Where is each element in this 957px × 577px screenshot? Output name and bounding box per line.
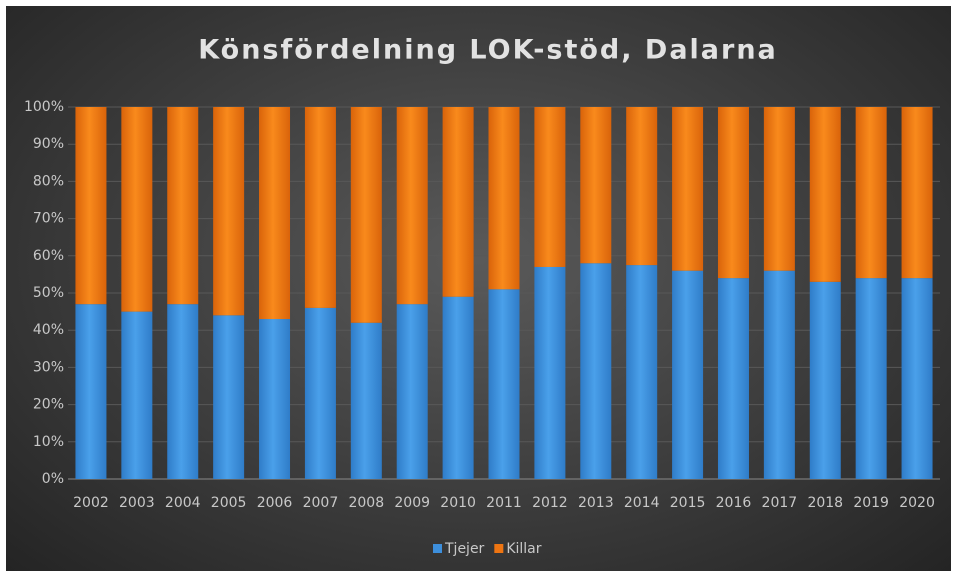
chart-area: Könsfördelning LOK-stöd, Dalarna 0% 10% 20… bbox=[6, 6, 951, 571]
x-tick-label: 2004 bbox=[165, 495, 201, 511]
bar-segment bbox=[167, 107, 199, 305]
x-tick-label: 2015 bbox=[670, 495, 706, 511]
bar-segment bbox=[580, 263, 612, 479]
bar-segment bbox=[809, 281, 841, 479]
bar-segment bbox=[580, 107, 612, 264]
y-tick-label: 0% bbox=[42, 471, 64, 487]
bar-segment bbox=[901, 278, 933, 479]
bar-segment bbox=[901, 107, 933, 279]
x-tick-label: 2018 bbox=[807, 495, 843, 511]
bar-segment bbox=[855, 278, 887, 479]
bar-segment bbox=[396, 304, 428, 479]
y-tick-label: 40% bbox=[33, 322, 64, 338]
bar-segment bbox=[763, 107, 795, 271]
x-tick-label: 2020 bbox=[899, 495, 935, 511]
legend-label: Tjejer bbox=[444, 541, 485, 557]
bar-segment bbox=[809, 107, 841, 282]
bar-segment bbox=[442, 296, 474, 479]
bar-segment bbox=[855, 107, 887, 279]
x-tick-label: 2007 bbox=[303, 495, 339, 511]
bar-segment bbox=[304, 107, 336, 308]
bar-segment bbox=[626, 265, 658, 479]
x-tick-label: 2011 bbox=[486, 495, 522, 511]
x-tick-label: 2009 bbox=[394, 495, 430, 511]
bar-segment bbox=[350, 322, 382, 479]
legend-swatch bbox=[433, 544, 442, 553]
bar-segment bbox=[534, 266, 566, 479]
bar-segment bbox=[396, 107, 428, 305]
y-tick-label: 100% bbox=[24, 99, 64, 115]
bar-segment bbox=[672, 270, 704, 479]
x-tick-label: 2006 bbox=[257, 495, 293, 511]
bar-segment bbox=[213, 107, 245, 316]
y-tick-label: 50% bbox=[33, 285, 64, 301]
x-tick-label: 2019 bbox=[853, 495, 889, 511]
x-tick-label: 2016 bbox=[716, 495, 752, 511]
bar-segment bbox=[167, 304, 199, 479]
x-tick-label: 2017 bbox=[762, 495, 798, 511]
bar-segment bbox=[717, 278, 749, 479]
y-tick-label: 70% bbox=[33, 211, 64, 227]
y-tick-label: 10% bbox=[33, 434, 64, 450]
bar-segment bbox=[304, 307, 336, 479]
legend-swatch bbox=[494, 544, 504, 553]
bar-segment bbox=[213, 315, 245, 479]
x-tick-label: 2005 bbox=[211, 495, 247, 511]
bar-segment bbox=[259, 319, 291, 479]
y-tick-label: 80% bbox=[33, 173, 64, 189]
x-tick-label: 2008 bbox=[348, 495, 384, 511]
bar-segment bbox=[121, 311, 153, 479]
bar-segment bbox=[672, 107, 704, 271]
x-tick-label: 2010 bbox=[440, 495, 476, 511]
x-tick-label: 2002 bbox=[73, 495, 109, 511]
x-tick-label: 2013 bbox=[578, 495, 614, 511]
x-tick-label: 2003 bbox=[119, 495, 155, 511]
chart-title: Könsfördelning LOK-stöd, Dalarna bbox=[198, 35, 778, 66]
bar-segment bbox=[121, 107, 153, 312]
bar-segment bbox=[442, 107, 474, 297]
y-tick-label: 20% bbox=[33, 397, 64, 413]
x-tick-label: 2012 bbox=[532, 495, 568, 511]
bar-segment bbox=[350, 107, 382, 323]
y-tick-label: 60% bbox=[33, 248, 64, 264]
x-tick-label: 2014 bbox=[624, 495, 660, 511]
bar-segment bbox=[259, 107, 291, 320]
bar-segment bbox=[75, 107, 107, 305]
bar-segment bbox=[75, 304, 107, 479]
chart: Könsfördelning LOK-stöd, Dalarna 0% 10% 20… bbox=[24, 35, 940, 557]
bar-segment bbox=[763, 270, 795, 479]
y-tick-label: 90% bbox=[33, 136, 64, 152]
bar-segment bbox=[488, 289, 520, 479]
bar-segment bbox=[626, 107, 658, 266]
y-tick-label: 30% bbox=[33, 359, 64, 375]
bar-segment bbox=[488, 107, 520, 290]
bar-segment bbox=[534, 107, 566, 267]
bar-segment bbox=[717, 107, 749, 279]
legend-label: Killar bbox=[506, 541, 541, 557]
